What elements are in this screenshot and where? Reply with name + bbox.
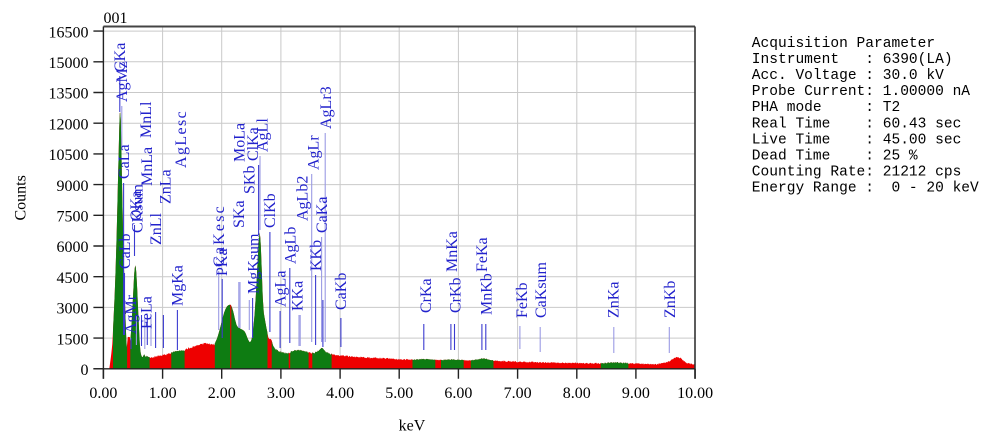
svg-text:CaKesc: CaKesc [211, 204, 228, 267]
svg-text:SKb: SKb [242, 166, 259, 194]
svg-text:AgLesc: AgLesc [173, 110, 190, 168]
svg-text:16500: 16500 [49, 24, 89, 41]
svg-text:5.00: 5.00 [385, 385, 413, 402]
svg-text:CaKb: CaKb [333, 273, 350, 310]
svg-text:1.00: 1.00 [149, 385, 177, 402]
svg-text:Dead Time : 25 %: Dead Time : 25 % [752, 148, 918, 164]
svg-text:CKsum: CKsum [130, 184, 147, 233]
svg-text:Counting Rate: 21212 cps: Counting Rate: 21212 cps [752, 164, 962, 180]
svg-text:Acc. Voltage : 30.0 kV: Acc. Voltage : 30.0 kV [752, 68, 944, 84]
svg-text:1500: 1500 [57, 331, 89, 348]
svg-text:Instrument : 6390(LA): Instrument : 6390(LA) [752, 52, 953, 68]
svg-text:0: 0 [81, 362, 89, 379]
svg-text:CaKa: CaKa [314, 197, 331, 233]
svg-text:4.00: 4.00 [326, 385, 354, 402]
svg-text:PHA mode : T2: PHA mode : T2 [752, 100, 900, 116]
svg-text:Real Time : 60.43 sec: Real Time : 60.43 sec [752, 116, 962, 132]
svg-text:AgLb2: AgLb2 [294, 176, 311, 221]
svg-text:FeKb: FeKb [514, 282, 531, 318]
svg-text:9000: 9000 [57, 178, 89, 195]
svg-text:CrKb: CrKb [448, 277, 465, 313]
svg-text:FeKa: FeKa [474, 237, 491, 272]
svg-text:AgLa: AgLa [272, 271, 289, 307]
svg-text:6000: 6000 [57, 239, 89, 256]
svg-text:CaLb: CaLb [117, 233, 134, 269]
svg-text:KKa: KKa [289, 281, 306, 311]
svg-text:7500: 7500 [57, 209, 89, 226]
svg-text:PKa: PKa [214, 248, 231, 276]
svg-text:15000: 15000 [49, 55, 89, 72]
svg-text:CaLa: CaLa [116, 144, 133, 179]
svg-text:keV: keV [399, 418, 426, 435]
svg-text:13500: 13500 [49, 86, 89, 103]
svg-text:MgKsum: MgKsum [245, 233, 262, 294]
svg-text:AgMz: AgMz [114, 61, 131, 102]
svg-text:AgLr3: AgLr3 [318, 86, 335, 129]
svg-text:MgKa: MgKa [169, 265, 186, 306]
svg-text:CKa: CKa [112, 43, 129, 72]
svg-text:0.00: 0.00 [89, 385, 117, 402]
svg-text:Probe Current: 1.00000 nA: Probe Current: 1.00000 nA [752, 84, 971, 100]
svg-text:4500: 4500 [57, 270, 89, 287]
svg-text:CrKa: CrKa [418, 278, 435, 313]
svg-text:10500: 10500 [49, 147, 89, 164]
svg-text:Live Time : 45.00 sec: Live Time : 45.00 sec [752, 132, 962, 148]
svg-text:6.00: 6.00 [444, 385, 472, 402]
svg-text:ZnKa: ZnKa [605, 282, 622, 318]
svg-text:2.00: 2.00 [208, 385, 236, 402]
svg-text:Counts: Counts [13, 175, 30, 220]
svg-text:SKa: SKa [231, 200, 248, 228]
svg-text:AgMr: AgMr [123, 294, 140, 334]
svg-text:OKa: OKa [128, 191, 145, 221]
svg-text:AgLr: AgLr [305, 135, 322, 170]
svg-text:AgLb: AgLb [282, 227, 299, 264]
svg-text:10.00: 10.00 [677, 385, 713, 402]
svg-text:FeLa: FeLa [139, 296, 156, 329]
svg-text:MoLa: MoLa [232, 123, 249, 162]
svg-text:8.00: 8.00 [563, 385, 591, 402]
svg-text:ClKb: ClKb [262, 193, 279, 228]
svg-text:3000: 3000 [57, 301, 89, 318]
svg-text:MnKa: MnKa [444, 231, 461, 272]
svg-text:7.00: 7.00 [504, 385, 532, 402]
svg-text:Energy Range : 0 - 20 keV: Energy Range : 0 - 20 keV [752, 180, 979, 196]
svg-text:001: 001 [104, 10, 128, 27]
svg-text:ClKa: ClKa [245, 127, 262, 161]
svg-text:CaKsum: CaKsum [533, 261, 550, 318]
svg-text:AgLl: AgLl [254, 118, 271, 152]
svg-text:MnKb: MnKb [479, 273, 496, 315]
svg-text:3.00: 3.00 [267, 385, 295, 402]
svg-text:9.00: 9.00 [622, 385, 650, 402]
svg-text:KKb: KKb [308, 240, 325, 271]
svg-text:Acquisition Parameter: Acquisition Parameter [752, 36, 935, 52]
svg-text:MnLa: MnLa [139, 147, 156, 186]
svg-text:MnLl: MnLl [138, 101, 155, 138]
svg-text:ZnLa: ZnLa [157, 169, 174, 204]
svg-text:ZnKb: ZnKb [662, 281, 679, 318]
svg-text:ZnLl: ZnLl [148, 212, 165, 245]
svg-text:12000: 12000 [49, 116, 89, 133]
